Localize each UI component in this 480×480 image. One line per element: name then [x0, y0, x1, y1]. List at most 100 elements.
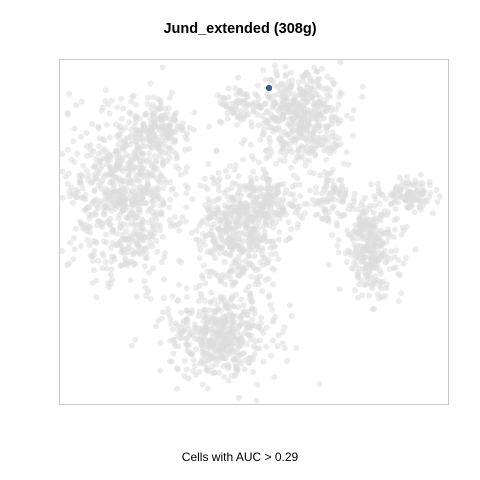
- cell-point: [199, 356, 206, 363]
- cell-point: [347, 232, 354, 239]
- cell-point: [279, 113, 286, 120]
- cell-point: [85, 172, 92, 179]
- cell-point: [275, 124, 282, 131]
- cell-point: [248, 273, 255, 280]
- cell-point: [192, 325, 199, 332]
- cell-point: [120, 221, 127, 228]
- cell-point: [184, 347, 191, 354]
- cell-point: [234, 121, 241, 128]
- cell-point: [271, 198, 278, 204]
- cell-point: [342, 191, 349, 198]
- cell-point: [162, 105, 169, 112]
- cell-point: [126, 189, 133, 196]
- cell-point: [296, 154, 303, 161]
- cell-point: [112, 241, 119, 248]
- cell-point: [119, 155, 126, 161]
- cell-point: [157, 340, 164, 346]
- cell-point: [142, 246, 148, 252]
- cell-point: [71, 125, 78, 132]
- cell-point: [372, 223, 378, 230]
- cell-point: [215, 187, 222, 194]
- cell-point: [325, 215, 332, 222]
- cell-point: [68, 184, 75, 191]
- cell-point: [106, 110, 113, 117]
- cell-point: [311, 126, 318, 133]
- cell-point: [89, 257, 96, 264]
- cell-point: [273, 219, 279, 226]
- cell-point: [281, 345, 288, 352]
- cell-point: [255, 225, 262, 232]
- cell-point: [257, 136, 264, 143]
- cell-point: [93, 294, 100, 301]
- cell-point: [359, 198, 366, 205]
- cell-point: [168, 89, 175, 96]
- cell-point: [289, 121, 296, 128]
- cell-point: [264, 199, 271, 206]
- cell-point: [204, 268, 211, 275]
- cell-point: [132, 336, 139, 343]
- cell-point: [244, 341, 251, 348]
- cell-point: [84, 237, 91, 244]
- cell-point: [279, 340, 286, 347]
- cell-point: [257, 214, 264, 221]
- cell-point: [340, 160, 347, 167]
- cell-point: [167, 116, 174, 123]
- cell-point: [182, 218, 189, 225]
- cell-point: [270, 238, 277, 245]
- cell-point: [258, 327, 265, 333]
- cell-point: [64, 146, 71, 153]
- cell-point: [199, 237, 206, 244]
- cell-point: [209, 313, 216, 320]
- cell-point: [191, 109, 198, 116]
- cell-point: [282, 84, 289, 91]
- cell-point: [222, 355, 229, 362]
- cell-point: [136, 250, 142, 257]
- cell-point: [144, 177, 151, 184]
- cell-point: [215, 305, 222, 312]
- cell-point: [154, 193, 161, 200]
- cell-point: [165, 310, 172, 317]
- cell-point: [271, 266, 278, 273]
- cell-point: [97, 166, 104, 172]
- cell-point: [195, 297, 202, 304]
- cell-point: [253, 194, 260, 201]
- cell-point: [158, 173, 165, 180]
- cell-point: [113, 177, 120, 184]
- cell-point: [351, 259, 357, 266]
- cell-point: [373, 265, 380, 272]
- cell-point: [83, 168, 90, 174]
- cell-point: [330, 117, 337, 124]
- cell-point: [313, 116, 320, 123]
- cell-point: [266, 153, 273, 160]
- cell-point: [296, 203, 303, 210]
- cell-point: [291, 197, 298, 204]
- cell-point: [205, 196, 212, 202]
- cell-point: [144, 186, 151, 193]
- cell-point: [185, 375, 192, 382]
- cell-point: [352, 230, 359, 237]
- cell-point: [202, 314, 209, 321]
- cell-point: [229, 372, 235, 379]
- cell-point: [366, 253, 373, 260]
- cell-point: [123, 228, 130, 235]
- cell-point: [234, 349, 241, 356]
- cell-point: [322, 209, 328, 215]
- cell-point: [365, 247, 372, 254]
- cell-point: [261, 228, 268, 235]
- cell-point: [240, 302, 247, 309]
- cell-point: [118, 208, 125, 215]
- cell-point: [102, 202, 109, 209]
- cell-point: [289, 127, 296, 134]
- cell-point: [119, 203, 126, 210]
- cell-point: [177, 335, 184, 342]
- cell-point: [288, 226, 295, 233]
- cell-point: [379, 294, 386, 300]
- cell-point: [323, 183, 330, 190]
- cell-point: [225, 220, 231, 227]
- cell-point: [215, 183, 222, 190]
- cell-point: [184, 315, 191, 322]
- cell-point: [199, 325, 206, 332]
- cell-point: [298, 99, 305, 106]
- cell-point: [234, 329, 241, 336]
- cell-point: [115, 131, 122, 138]
